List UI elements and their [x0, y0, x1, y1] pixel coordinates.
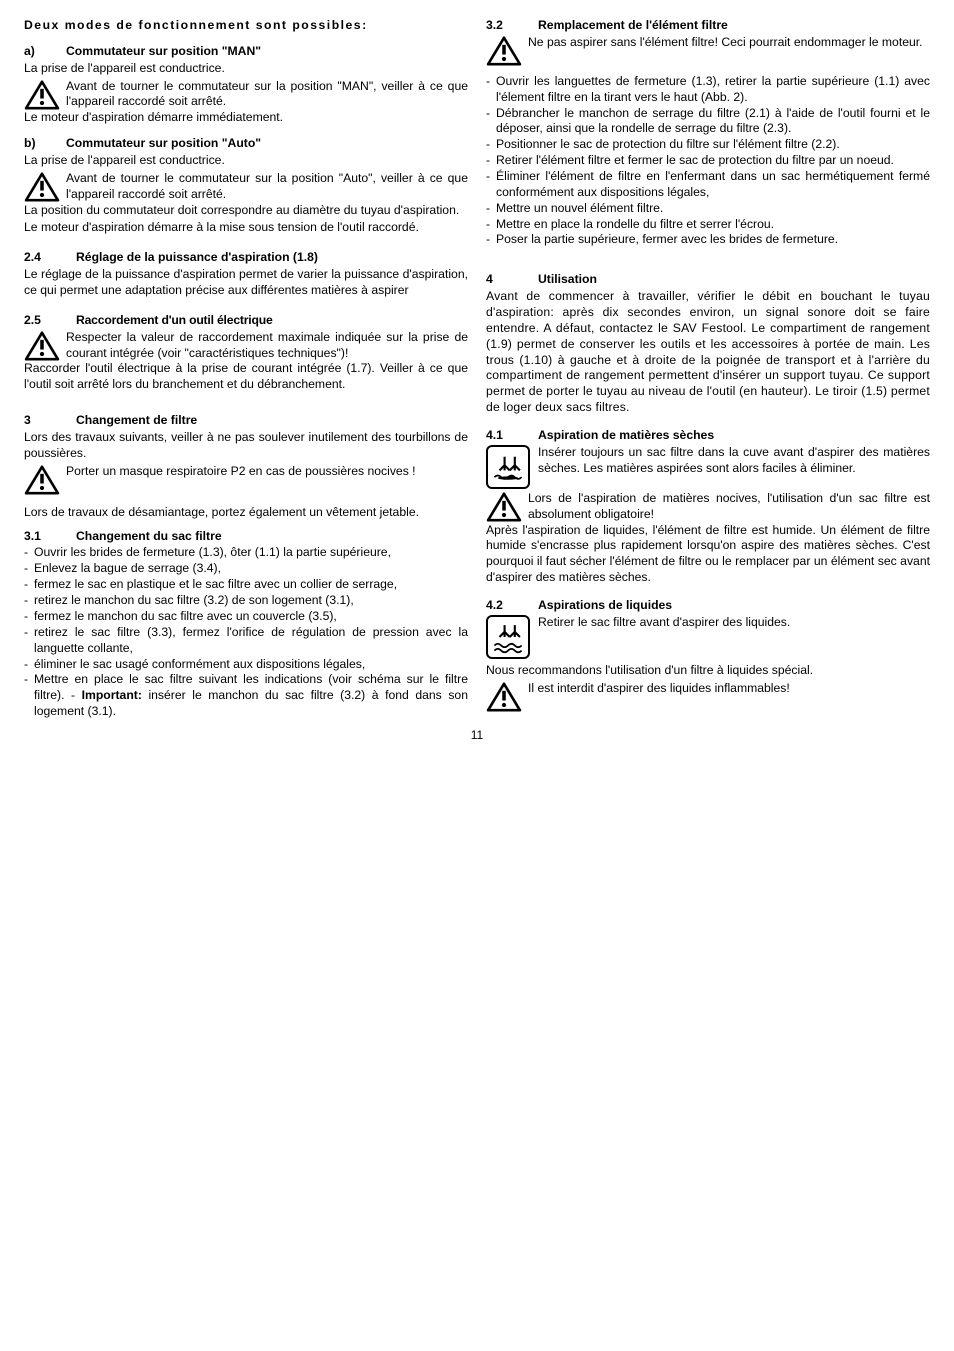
- list-item: -retirez le manchon du sac filtre (3.2) …: [24, 593, 468, 609]
- s42-body: Nous recommandons l'utilisation d'un fil…: [486, 663, 930, 679]
- warning-icon: [486, 492, 522, 522]
- warning-icon: [24, 331, 60, 361]
- s25-body: Raccorder l'outil électrique à la prise …: [24, 361, 468, 393]
- s3-body1: Lors des travaux suivants, veiller à ne …: [24, 430, 468, 462]
- heading-41: 4.1 Aspiration de matières sèches: [486, 428, 930, 444]
- list-item: -Éliminer l'élément de filtre en l'enfer…: [486, 169, 930, 201]
- s3-body2: Lors de travaux de désamiantage, portez …: [24, 505, 468, 521]
- b-after2: Le moteur d'aspiration démarre à la mise…: [24, 220, 468, 236]
- a-after: Le moteur d'aspiration démarre immédiate…: [24, 110, 468, 126]
- list-item: -éliminer le sac usagé conformément aux …: [24, 657, 468, 673]
- b-after1: La position du commutateur doit correspo…: [24, 203, 468, 219]
- warn-32: Ne pas aspirer sans l'élément filtre! Ce…: [486, 35, 930, 66]
- list-item: -Poser la partie supérieure, fermer avec…: [486, 232, 930, 248]
- list-item: -Retirer l'élément filtre et fermer le s…: [486, 153, 930, 169]
- list-item: -Enlevez la bague de serrage (3.4),: [24, 561, 468, 577]
- page-number: 11: [24, 728, 930, 744]
- warning-icon: [24, 465, 60, 495]
- wet-icon: [486, 615, 530, 659]
- heading-a: a) Commutateur sur position "MAN": [24, 44, 468, 60]
- heading-4: 4 Utilisation: [486, 272, 930, 288]
- warn-42: Il est interdit d'aspirer des liquides i…: [486, 681, 930, 712]
- heading-3: 3 Changement de filtre: [24, 413, 468, 429]
- s41-dry-row: Insérer toujours un sac filtre dans la c…: [486, 445, 930, 489]
- s31-list: -Ouvrir les brides de fermeture (1.3), ô…: [24, 545, 468, 719]
- warning-icon: [486, 36, 522, 66]
- warn-a: Avant de tourner le commutateur sur la p…: [24, 79, 468, 111]
- list-item: -Ouvrir les languettes de fermeture (1.3…: [486, 74, 930, 106]
- heading-b: b) Commutateur sur position "Auto": [24, 136, 468, 152]
- s4-body: Avant de commencer à travailler, vérifie…: [486, 289, 930, 416]
- warn-41: Lors de l'aspiration de matières nocives…: [486, 491, 930, 523]
- list-item: -Débrancher le manchon de serrage du fil…: [486, 106, 930, 138]
- list-item: -fermez le sac en plastique et le sac fi…: [24, 577, 468, 593]
- warning-icon: [24, 80, 60, 110]
- s42-wet-row: Retirer le sac filtre avant d'aspirer de…: [486, 615, 930, 659]
- b-line: La prise de l'appareil est conductrice.: [24, 153, 468, 169]
- s41-body: Après l'aspiration de liquides, l'élémen…: [486, 523, 930, 586]
- heading-32: 3.2 Remplacement de l'élément filtre: [486, 18, 930, 34]
- warn-3: Porter un masque respiratoire P2 en cas …: [24, 464, 468, 495]
- warning-icon: [486, 682, 522, 712]
- warn-b: Avant de tourner le commutateur sur la p…: [24, 171, 468, 203]
- heading-31: 3.1 Changement du sac filtre: [24, 529, 468, 545]
- warn-25: Respecter la valeur de raccordement maxi…: [24, 330, 468, 362]
- a-line: La prise de l'appareil est conductrice.: [24, 61, 468, 77]
- warning-icon: [24, 172, 60, 202]
- list-item: -Mettre en place la rondelle du filtre e…: [486, 217, 930, 233]
- list-item: -Mettre un nouvel élément filtre.: [486, 201, 930, 217]
- heading-24: 2.4 Réglage de la puissance d'aspira­tio…: [24, 250, 468, 266]
- list-item: -Positionner le sac de protection du fil…: [486, 137, 930, 153]
- list-item: -Mettre en place le sac filtre suivant l…: [24, 672, 468, 720]
- list-item: -retirez le sac filtre (3.3), fermez l'o…: [24, 625, 468, 657]
- list-item: -Ouvrir les brides de fermeture (1.3), ô…: [24, 545, 468, 561]
- heading-25: 2.5 Raccordement d'un outil électrique: [24, 313, 468, 329]
- s32-list: -Ouvrir les languettes de fermeture (1.3…: [486, 74, 930, 248]
- dry-icon: [486, 445, 530, 489]
- intro-heading: Deux modes de fonctionnement sont possib…: [24, 18, 468, 34]
- list-item: -fermez le manchon du sac filtre avec un…: [24, 609, 468, 625]
- heading-42: 4.2 Aspirations de liquides: [486, 598, 930, 614]
- s24-body: Le réglage de la puissance d'aspiration …: [24, 267, 468, 299]
